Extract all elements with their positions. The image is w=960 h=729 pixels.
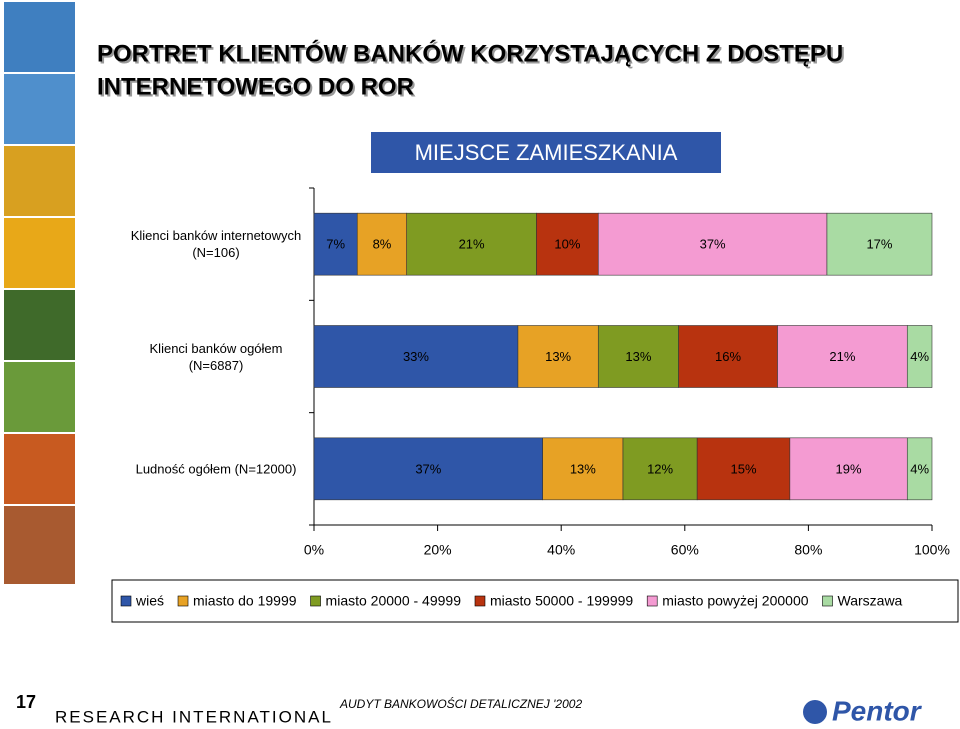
legend-label: miasto powyżej 200000	[662, 593, 809, 609]
legend-box	[111, 579, 959, 623]
title-shadow: PORTRET KLIENTÓW BANKÓW KORZYSTAJĄCYCH Z…	[99, 41, 845, 69]
value-label: 15%	[730, 461, 756, 476]
value-label: 12%	[647, 461, 673, 476]
x-tick-label: 20%	[424, 542, 452, 558]
legend-swatch	[120, 595, 132, 607]
value-label: 17%	[866, 237, 892, 252]
chart-title: INTERNETOWEGO DO ROR	[97, 73, 414, 100]
report-name: AUDYT BANKOWOŚCI DETALICZNEJ '2002	[339, 696, 582, 711]
legend-swatch	[310, 595, 321, 607]
bar-segment	[906, 325, 933, 388]
value-label: 16%	[715, 349, 741, 364]
legend-swatch	[822, 595, 833, 607]
subtitle-box	[371, 132, 721, 173]
value-label: 33%	[403, 349, 429, 364]
value-label: 13%	[570, 461, 596, 476]
x-tick-label: 100%	[914, 542, 950, 558]
bar-segment	[826, 212, 933, 276]
bar-segment	[696, 437, 791, 501]
bar-segment	[622, 437, 698, 501]
value-label: 7%	[326, 237, 345, 252]
bar-segment	[313, 325, 519, 388]
value-label: 4%	[910, 461, 929, 476]
value-label: 8%	[373, 237, 392, 252]
bar-segment	[597, 212, 828, 276]
page-number: 17	[16, 692, 36, 712]
bar-segment	[406, 212, 537, 276]
legend-label: miasto do 19999	[193, 593, 297, 609]
bar-segment	[906, 437, 933, 501]
value-label: 21%	[829, 349, 855, 364]
title-shadow: INTERNETOWEGO DO ROR	[99, 75, 416, 102]
category-label: Klienci banków ogółem (N=6887)	[149, 340, 283, 373]
category-label: Ludność ogółem (N=12000)	[135, 461, 297, 477]
decor-strip	[4, 2, 75, 584]
value-label: 4%	[910, 349, 929, 364]
x-tick-label: 40%	[547, 542, 575, 558]
value-label: 10%	[554, 237, 580, 252]
x-tick-label: 60%	[671, 542, 699, 558]
bar-segment	[789, 437, 908, 501]
x-tick-label: 0%	[304, 542, 324, 558]
logo-mark	[803, 700, 827, 724]
category-label: Klienci banków internetowych (N=106)	[130, 228, 302, 261]
legend-label: Warszawa	[838, 593, 903, 609]
bar-segment	[313, 437, 543, 501]
value-label: 37%	[415, 461, 441, 476]
legend-swatch	[474, 595, 486, 607]
legend-label: miasto 20000 - 49999	[326, 593, 462, 609]
bar-segment	[313, 212, 358, 276]
legend-label: miasto 50000 - 199999	[490, 593, 633, 609]
legend-label: wieś	[135, 593, 164, 609]
legend-swatch	[646, 595, 658, 607]
legend-swatch	[177, 595, 189, 607]
chart-title: PORTRET KLIENTÓW BANKÓW KORZYSTAJĄCYCH Z…	[97, 39, 843, 67]
bar-segment	[356, 212, 408, 276]
bar-segment	[536, 212, 599, 276]
company: RESEARCH INTERNATIONAL	[55, 707, 333, 726]
x-tick-label: 80%	[794, 542, 822, 558]
value-label: 19%	[836, 461, 862, 476]
value-label: 37%	[700, 237, 726, 252]
value-label: 21%	[459, 237, 485, 252]
bar-segment	[517, 325, 599, 388]
value-label: 13%	[625, 349, 651, 364]
logo: Pentor	[832, 695, 923, 726]
value-label: 13%	[545, 349, 571, 364]
chart-subtitle: MIEJSCE ZAMIESZKANIA	[415, 140, 678, 165]
bar-segment	[597, 325, 679, 388]
bar-segment	[542, 437, 624, 501]
